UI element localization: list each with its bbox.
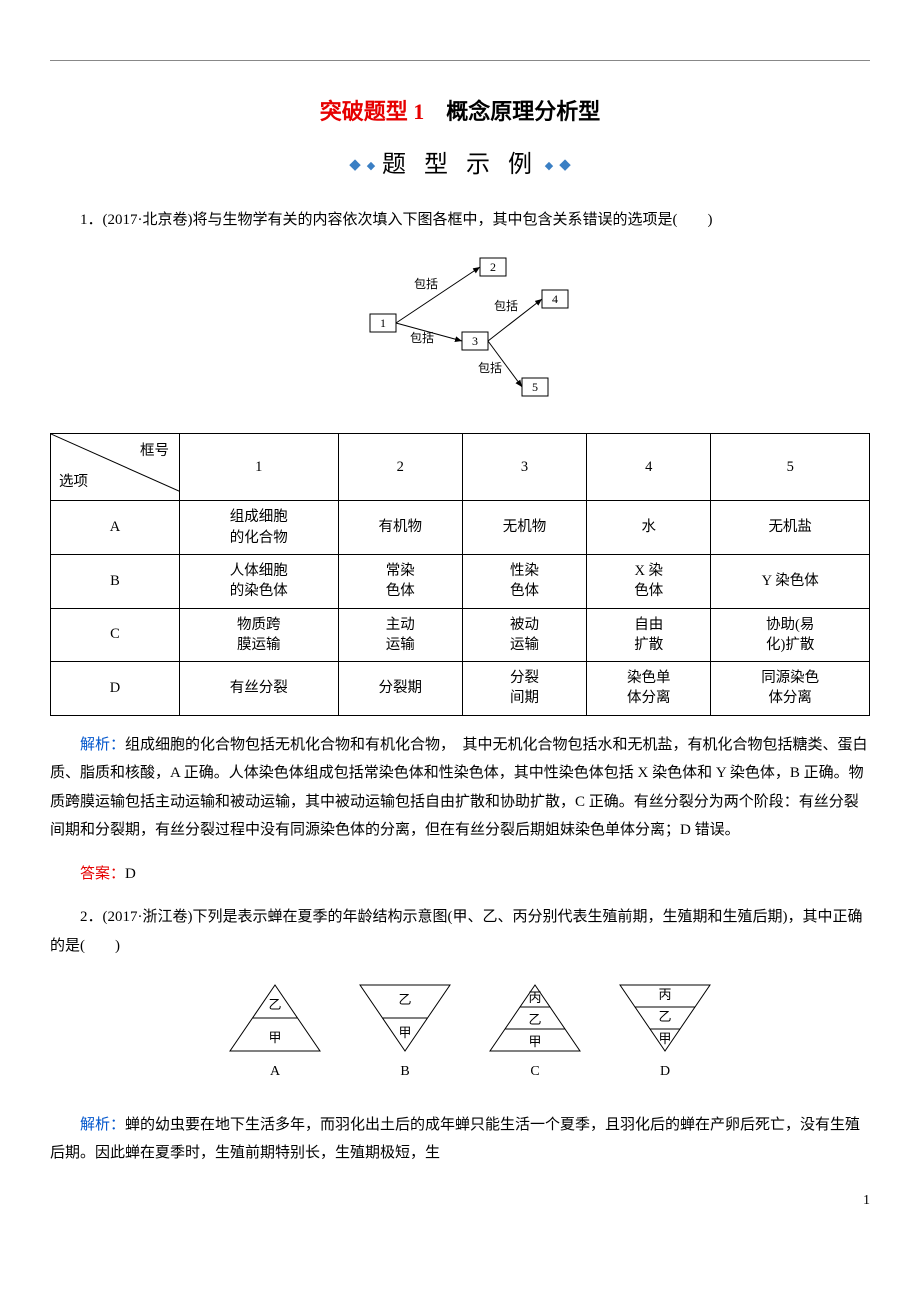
table-cell: 无机盐	[711, 501, 870, 555]
analysis-label: 解析：	[80, 1117, 125, 1133]
corner-bot: 选项	[59, 469, 88, 497]
col-header: 5	[711, 434, 870, 501]
table-cell: 有机物	[338, 501, 462, 555]
svg-text:4: 4	[552, 292, 558, 306]
table-cell: 主动运输	[338, 608, 462, 662]
analysis-text: 组成细胞的化合物包括无机化合物和有机化合物， 其中无机化合物包括水和无机盐，有机…	[50, 737, 868, 839]
svg-text:包括: 包括	[478, 360, 502, 375]
flow-svg: 12345包括包括包括包括	[330, 250, 590, 405]
answer-label: 答案：	[80, 866, 125, 882]
table-cell: Y 染色体	[711, 554, 870, 608]
analysis-label: 解析：	[80, 737, 125, 753]
diamond-icon: ◆	[349, 157, 361, 173]
diamond-icon: ◆	[559, 157, 571, 173]
table-row: B人体细胞的染色体常染色体性染色体X 染色体Y 染色体	[51, 554, 870, 608]
q1-flow-diagram: 12345包括包括包括包括	[50, 250, 870, 416]
svg-text:甲: 甲	[658, 1031, 671, 1046]
top-rule	[50, 60, 870, 61]
age-svg: 乙甲A乙甲B丙乙甲C丙乙甲D	[200, 975, 720, 1085]
table-cell: 有丝分裂	[180, 662, 339, 716]
table-cell: 被动运输	[462, 608, 586, 662]
svg-text:5: 5	[532, 380, 538, 394]
table-cell: 组成细胞的化合物	[180, 501, 339, 555]
table-row: A组成细胞的化合物有机物无机物水无机盐	[51, 501, 870, 555]
table-cell: 染色单体分离	[587, 662, 711, 716]
q1-table: 框号 选项 1 2 3 4 5 A组成细胞的化合物有机物无机物水无机盐B人体细胞…	[50, 433, 870, 715]
table-row: D有丝分裂分裂期分裂间期染色单体分离同源染色体分离	[51, 662, 870, 716]
svg-text:3: 3	[472, 334, 478, 348]
svg-text:C: C	[530, 1064, 539, 1079]
table-cell: 常染色体	[338, 554, 462, 608]
table-corner: 框号 选项	[51, 434, 180, 501]
analysis-text: 蝉的幼虫要在地下生活多年，而羽化出土后的成年蝉只能生活一个夏季，且羽化后的蝉在产…	[50, 1117, 860, 1162]
svg-text:1: 1	[380, 316, 386, 330]
row-option: B	[51, 554, 180, 608]
svg-text:甲: 甲	[398, 1025, 411, 1040]
title-black: 概念原理分析型	[424, 99, 600, 124]
q2-stem: 2．(2017·浙江卷)下列是表示蝉在夏季的年龄结构示意图(甲、乙、丙分别代表生…	[50, 903, 870, 960]
answer-text: D	[125, 866, 136, 882]
table-cell: 分裂期	[338, 662, 462, 716]
col-header: 4	[587, 434, 711, 501]
table-cell: 分裂间期	[462, 662, 586, 716]
main-title: 突破题型 1 概念原理分析型	[50, 91, 870, 133]
table-row: C物质跨膜运输主动运输被动运输自由扩散协助(易化)扩散	[51, 608, 870, 662]
svg-text:丙: 丙	[528, 990, 541, 1005]
col-header: 3	[462, 434, 586, 501]
svg-text:D: D	[660, 1064, 670, 1079]
svg-text:B: B	[400, 1064, 409, 1079]
table-cell: 同源染色体分离	[711, 662, 870, 716]
row-option: A	[51, 501, 180, 555]
row-option: D	[51, 662, 180, 716]
table-cell: 人体细胞的染色体	[180, 554, 339, 608]
q2-analysis: 解析：蝉的幼虫要在地下生活多年，而羽化出土后的成年蝉只能生活一个夏季，且羽化后的…	[50, 1111, 870, 1168]
q2-age-diagrams: 乙甲A乙甲B丙乙甲C丙乙甲D	[50, 975, 870, 1096]
svg-text:A: A	[270, 1064, 281, 1079]
svg-text:甲: 甲	[268, 1030, 281, 1045]
svg-text:乙: 乙	[268, 997, 281, 1012]
subtitle-text: 题 型 示 例	[382, 143, 538, 189]
page-number: 1	[50, 1188, 870, 1215]
table-cell: 物质跨膜运输	[180, 608, 339, 662]
svg-text:丙: 丙	[658, 987, 671, 1002]
table-cell: 水	[587, 501, 711, 555]
svg-text:包括: 包括	[410, 330, 434, 345]
col-header: 2	[338, 434, 462, 501]
table-cell: X 染色体	[587, 554, 711, 608]
col-header: 1	[180, 434, 339, 501]
q1-analysis: 解析：组成细胞的化合物包括无机化合物和有机化合物， 其中无机化合物包括水和无机盐…	[50, 731, 870, 845]
svg-text:2: 2	[490, 260, 496, 274]
row-option: C	[51, 608, 180, 662]
subtitle: ◆ ◆ 题 型 示 例 ◆ ◆	[50, 143, 870, 189]
svg-text:甲: 甲	[528, 1034, 541, 1049]
corner-top: 框号	[140, 438, 169, 466]
q1-answer: 答案：D	[50, 860, 870, 889]
svg-text:乙: 乙	[528, 1012, 541, 1027]
svg-text:乙: 乙	[398, 992, 411, 1007]
diamond-icon: ◆	[545, 160, 553, 172]
table-cell: 无机物	[462, 501, 586, 555]
table-cell: 协助(易化)扩散	[711, 608, 870, 662]
title-red: 突破题型 1	[320, 99, 425, 124]
svg-text:包括: 包括	[414, 276, 438, 291]
q1-stem: 1．(2017·北京卷)将与生物学有关的内容依次填入下图各框中，其中包含关系错误…	[50, 206, 870, 235]
table-cell: 性染色体	[462, 554, 586, 608]
svg-text:包括: 包括	[494, 298, 518, 313]
table-cell: 自由扩散	[587, 608, 711, 662]
svg-text:乙: 乙	[658, 1009, 671, 1024]
diamond-icon: ◆	[367, 160, 375, 172]
